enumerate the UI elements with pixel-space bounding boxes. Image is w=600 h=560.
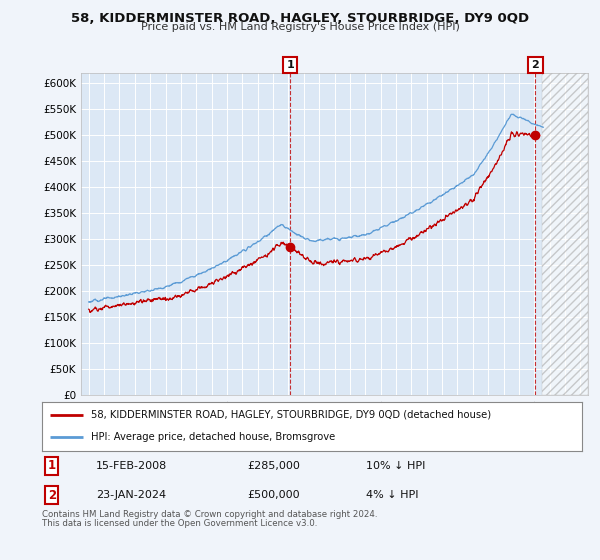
Text: HPI: Average price, detached house, Bromsgrove: HPI: Average price, detached house, Brom…: [91, 432, 335, 442]
Text: 2: 2: [47, 488, 56, 502]
Text: Contains HM Land Registry data © Crown copyright and database right 2024.: Contains HM Land Registry data © Crown c…: [42, 510, 377, 519]
Text: Price paid vs. HM Land Registry's House Price Index (HPI): Price paid vs. HM Land Registry's House …: [140, 22, 460, 32]
Text: 58, KIDDERMINSTER ROAD, HAGLEY, STOURBRIDGE, DY9 0QD (detached house): 58, KIDDERMINSTER ROAD, HAGLEY, STOURBRI…: [91, 410, 491, 420]
Text: 4% ↓ HPI: 4% ↓ HPI: [366, 490, 419, 500]
Text: 1: 1: [47, 459, 56, 472]
Text: 58, KIDDERMINSTER ROAD, HAGLEY, STOURBRIDGE, DY9 0QD: 58, KIDDERMINSTER ROAD, HAGLEY, STOURBRI…: [71, 12, 529, 25]
Bar: [542, 73, 588, 395]
Text: £500,000: £500,000: [247, 490, 300, 500]
Text: 10% ↓ HPI: 10% ↓ HPI: [366, 461, 425, 471]
Text: 1: 1: [286, 60, 294, 70]
Text: £285,000: £285,000: [247, 461, 300, 471]
Text: 15-FEB-2008: 15-FEB-2008: [96, 461, 167, 471]
Text: 2: 2: [532, 60, 539, 70]
Text: This data is licensed under the Open Government Licence v3.0.: This data is licensed under the Open Gov…: [42, 519, 317, 528]
Text: 23-JAN-2024: 23-JAN-2024: [96, 490, 166, 500]
